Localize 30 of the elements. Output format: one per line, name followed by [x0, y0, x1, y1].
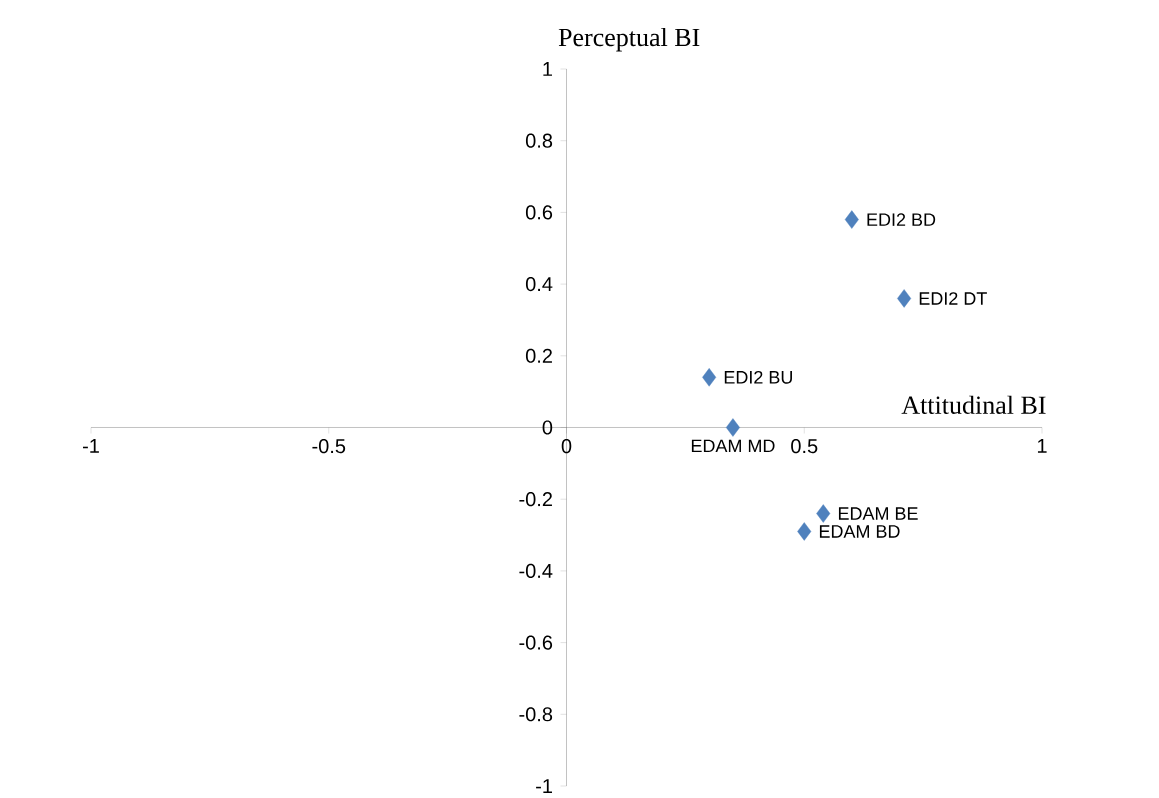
y-tick-label: -0.8 — [519, 707, 553, 722]
annotation: EDAM BE — [838, 507, 918, 520]
point — [816, 504, 831, 523]
point — [897, 289, 912, 308]
y-tick-label: -0.4 — [519, 563, 553, 578]
x-tick-label: -1 — [83, 439, 99, 453]
y-axis-title: Perceptual BI — [558, 27, 700, 52]
annotation: EDAM BD — [819, 525, 900, 538]
point — [702, 368, 717, 387]
point — [844, 210, 859, 229]
x-tick-label: 0.5 — [791, 439, 818, 454]
y-tick-label: 0 — [542, 420, 553, 435]
y-tick-label: -0.6 — [519, 635, 553, 650]
point — [797, 522, 812, 541]
y-tick-label: -1 — [536, 779, 552, 793]
y-tick-label: 0.4 — [525, 277, 553, 292]
annotation: EDI2 BU — [724, 370, 792, 384]
y-tick-label: 0.8 — [525, 133, 553, 148]
point — [725, 418, 740, 437]
y-tick-label: 0.2 — [525, 348, 552, 363]
annotation: EDI2 BD — [867, 213, 936, 226]
x-tick-label: 1 — [1037, 439, 1047, 453]
y-tick-label: 0.6 — [525, 205, 553, 220]
x-tick-label: 0 — [561, 439, 572, 454]
y-tick-label: -0.2 — [519, 492, 552, 507]
annotation: EDI2 DT — [919, 292, 987, 305]
annotation: EDAM MD — [691, 439, 775, 453]
y-tick-label: 1 — [543, 62, 552, 76]
x-axis-title: Attitudinal BI — [901, 395, 1046, 414]
x-tick-label: -0.5 — [312, 439, 346, 454]
